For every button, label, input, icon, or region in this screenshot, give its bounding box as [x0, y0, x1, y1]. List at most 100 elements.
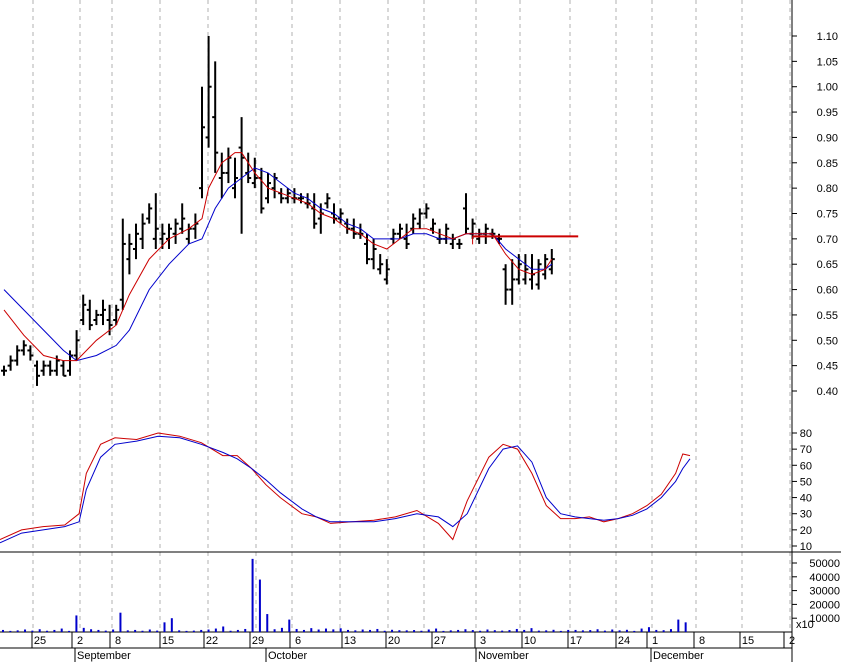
day-tick-label: 15: [162, 635, 174, 647]
day-tick-label: 2: [789, 635, 795, 647]
ohlc-bar: [119, 218, 126, 310]
ohlc-bar: [535, 259, 542, 290]
ohlc-bar: [449, 233, 456, 249]
ohlc-bar: [27, 345, 34, 361]
ohlc-bar: [40, 360, 47, 376]
ohlc-bar: [436, 228, 443, 244]
price-tick-label: 0.80: [817, 183, 838, 195]
osc-tick-label: 30: [800, 509, 812, 521]
ohlc-bar: [397, 223, 403, 239]
price-tick-label: 0.45: [817, 361, 838, 373]
ohlc-bar: [298, 193, 304, 204]
day-tick-label: 25: [34, 635, 46, 647]
day-tick-label: 8: [115, 635, 121, 647]
osc-tick-label: 80: [800, 428, 812, 440]
ohlc-bar: [179, 203, 186, 234]
price-tick-label: 0.75: [817, 209, 838, 221]
price-tick-label: 1.10: [817, 31, 838, 43]
oscillator-line: [0, 432, 691, 541]
ohlc-bar: [100, 299, 106, 326]
price-tick-label: 1.05: [817, 56, 838, 68]
ohlc-bar: [225, 147, 232, 184]
ohlc-bar: [20, 340, 27, 356]
ohlc-bar: [529, 254, 535, 290]
ohlc-bar: [205, 36, 212, 148]
vol-tick-label: 10000: [809, 613, 840, 625]
osc-tick-label: 60: [800, 460, 812, 472]
vol-tick-label: 20000: [809, 599, 840, 611]
ohlc-bar: [172, 218, 179, 244]
axis-layer: 0.40 0.45 0.50 0.55 0.60 0.65 0.70 0.75 0.80 0.85…: [31, 31, 840, 662]
ohlc-bar: [238, 117, 245, 234]
ohlc-bar: [14, 345, 21, 366]
ohlc-bar: [73, 330, 80, 361]
ohlc-bar: [126, 233, 133, 275]
ohlc-bar: [416, 208, 423, 229]
ohlc-bar: [463, 193, 469, 234]
ohlc-bar: [212, 61, 219, 173]
price-tick-label: 0.40: [817, 386, 838, 398]
day-tick-label: 29: [252, 635, 264, 647]
ohlc-bar: [377, 254, 384, 275]
ohlc-bar: [423, 203, 430, 219]
day-tick-label: 3: [480, 635, 486, 647]
price-tick-label: 0.60: [817, 285, 838, 297]
vol-tick-label: 50000: [809, 558, 840, 570]
ohlc-bar: [304, 193, 311, 209]
ohlc-bar: [133, 223, 139, 260]
price-tick-label: 0.55: [817, 310, 838, 322]
ohlc-bar: [47, 360, 54, 376]
ohlc-bar: [344, 218, 351, 234]
day-tick-label: 20: [388, 635, 400, 647]
day-tick-label: 15: [742, 635, 754, 647]
month-label: December: [653, 650, 704, 662]
ohlc-bar: [522, 254, 529, 285]
ohlc-bar: [192, 213, 199, 239]
ohlc-bar: [232, 157, 238, 199]
day-tick-label: 1: [652, 635, 658, 647]
day-tick-label: 22: [206, 635, 218, 647]
ohlc-bar: [542, 254, 549, 280]
volume-scale-label: x10: [796, 619, 814, 631]
day-tick-label: 6: [295, 635, 301, 647]
month-label: September: [77, 650, 131, 662]
ohlc-bar: [113, 304, 120, 326]
day-tick-label: 2: [77, 635, 83, 647]
osc-tick-label: 50: [800, 476, 812, 488]
day-tick-label: 10: [524, 635, 536, 647]
osc-tick-label: 70: [800, 444, 812, 456]
price-tick-label: 0.85: [817, 158, 838, 170]
ohlc-bar: [218, 152, 225, 199]
ohlc-bar: [357, 223, 364, 239]
volume-panel: [2, 558, 687, 632]
month-label: October: [268, 650, 307, 662]
month-label: November: [478, 650, 529, 662]
ohlc-bar: [86, 299, 93, 331]
osc-tick-label: 40: [800, 493, 812, 505]
ohlc-bar: [337, 208, 344, 224]
ohlc-bar: [443, 223, 450, 244]
ohlc-bar: [80, 294, 87, 326]
ohlc-bar: [502, 264, 509, 305]
oscillator-panel: [0, 432, 691, 544]
ohlc-bar: [350, 218, 357, 239]
osc-tick-label: 20: [800, 525, 812, 537]
ohlc-bar: [139, 213, 146, 249]
ohlc-bar: [509, 259, 516, 305]
price-panel: [1, 36, 579, 386]
ma-blue-line: [3, 167, 553, 362]
day-tick-label: 8: [699, 635, 705, 647]
ohlc-bar: [152, 193, 159, 249]
day-tick-label: 27: [434, 635, 446, 647]
ohlc-bar: [146, 203, 153, 224]
ohlc-bar: [166, 223, 172, 249]
price-tick-label: 0.50: [817, 335, 838, 347]
ohlc-bar: [34, 360, 40, 386]
ma-red-line: [3, 152, 553, 362]
ohlc-bar: [324, 193, 331, 209]
ohlc-bar: [390, 228, 397, 244]
price-tick-label: 0.95: [817, 107, 838, 119]
price-tick-label: 0.90: [817, 132, 838, 144]
vol-tick-label: 40000: [809, 572, 840, 584]
